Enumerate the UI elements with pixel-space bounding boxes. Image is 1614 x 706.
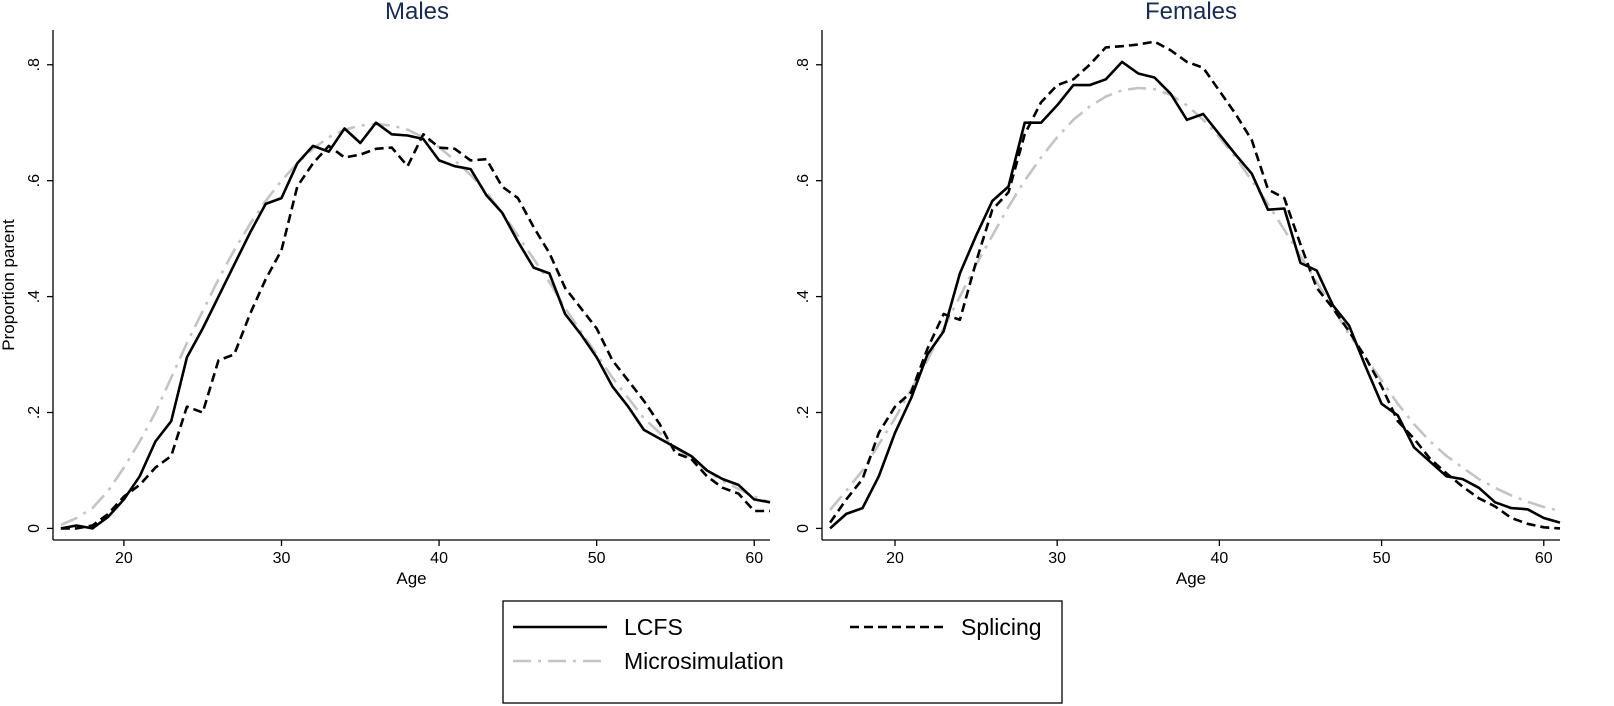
x-tick-label: 30 [273, 550, 291, 567]
y-tick-label: .2 [795, 406, 812, 419]
x-tick-label: 40 [1210, 550, 1228, 567]
x-tick-label: 40 [430, 550, 448, 567]
y-tick-label: .8 [26, 58, 43, 71]
x-tick-label: 20 [886, 550, 904, 567]
x-tick-label: 30 [1048, 550, 1066, 567]
x-tick-label: 50 [588, 550, 606, 567]
x-tick-label: 50 [1373, 550, 1391, 567]
panel-females: Females 20 30 40 50 60 0 .2 .4 .6 .8 Age [795, 0, 1561, 588]
series-line-splicing [829, 40, 1561, 530]
legend-label-microsimulation: Microsimulation [624, 648, 784, 674]
series-line-splicing [60, 133, 770, 530]
series-line-lcfs [60, 121, 771, 530]
y-tick-label: .4 [26, 290, 43, 303]
legend-label-lcfs: LCFS [624, 614, 683, 640]
x-axis-label: Age [1176, 569, 1206, 588]
panel-males: Males 20 30 40 50 60 0 .2 .4 .6 .8 Age Proportion pa… [0, 0, 771, 588]
x-tick-label: 60 [1535, 550, 1553, 567]
x-tick-label: 20 [115, 550, 133, 567]
y-tick-label: .6 [26, 174, 43, 187]
y-tick-label: .4 [795, 290, 812, 303]
legend-label-splicing: Splicing [961, 614, 1042, 640]
y-axis-label: Proportion parent [0, 219, 18, 351]
panel-title: Females [1145, 0, 1237, 25]
legend: LCFS Splicing Microsimulation [502, 600, 1063, 704]
y-tick-label: .2 [26, 406, 43, 419]
series-line-lcfs [829, 60, 1561, 530]
series-line-microsimulation [829, 86, 1561, 513]
y-tick-label: .6 [795, 174, 812, 187]
x-axis-label: Age [396, 569, 426, 588]
series-line-microsimulation [60, 122, 771, 527]
legend-box [502, 600, 1063, 704]
y-tick-label: 0 [26, 524, 43, 533]
y-tick-label: .8 [795, 58, 812, 71]
x-tick-label: 60 [745, 550, 763, 567]
panel-title: Males [385, 0, 449, 25]
y-tick-label: 0 [795, 524, 812, 533]
